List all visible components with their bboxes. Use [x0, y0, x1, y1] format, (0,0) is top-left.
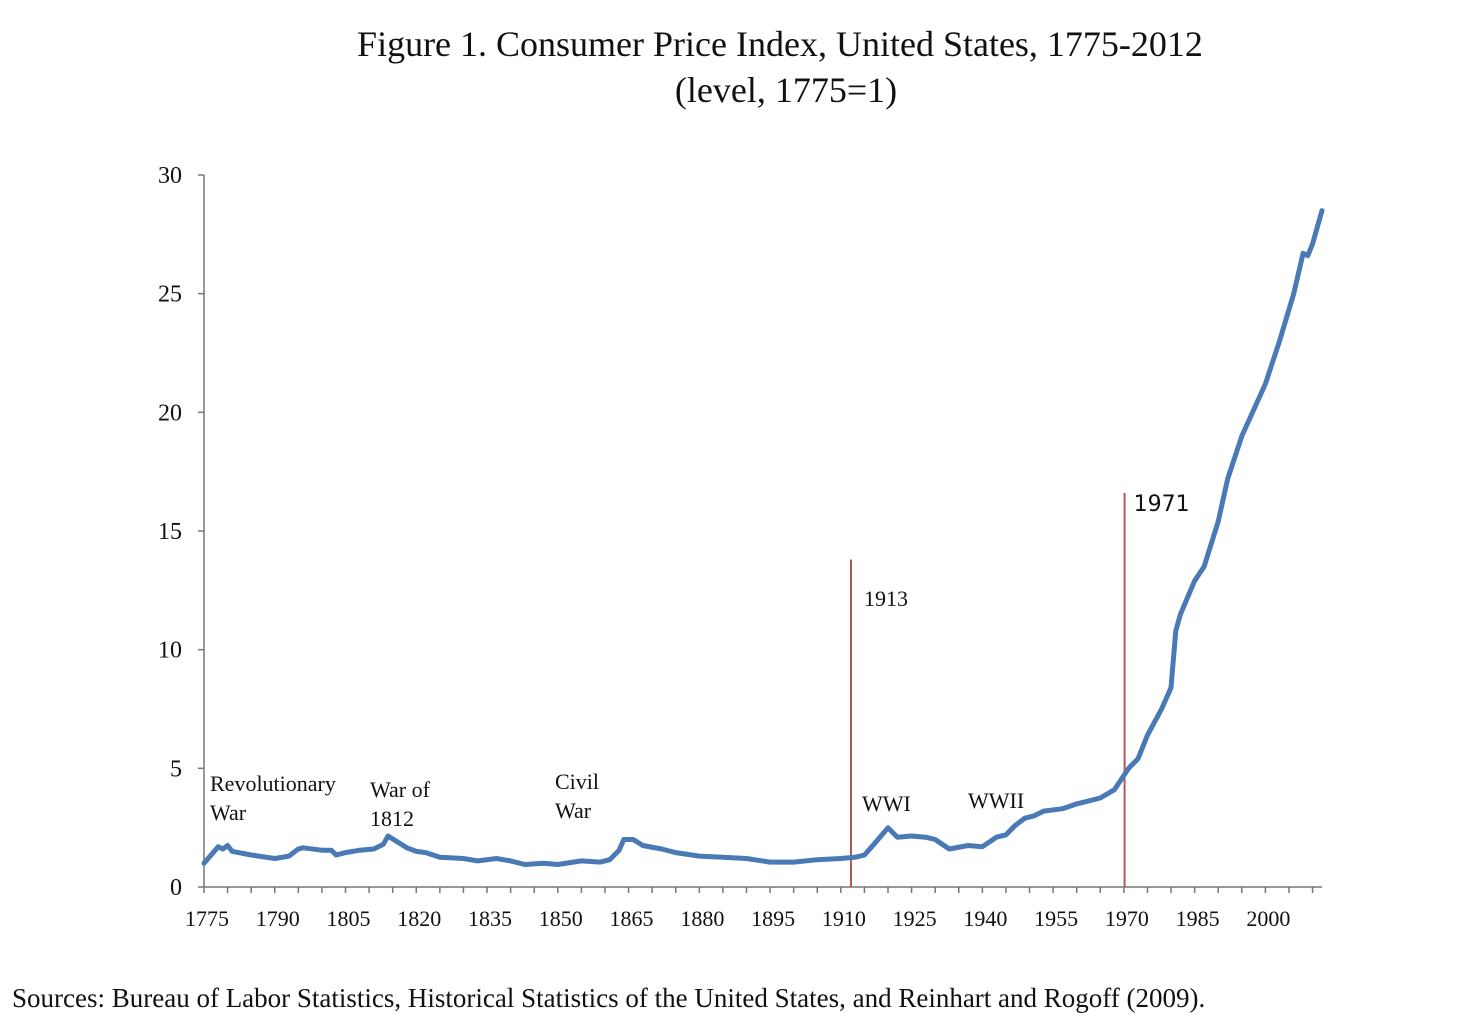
vertical-markers: 1913 1971 — [849, 492, 1190, 887]
x-tick-label: 1820 — [397, 906, 441, 931]
annotations: Revolutionary War War of 1812 Civil War WWI… — [210, 769, 1024, 831]
marker-label-1913: 1913 — [864, 586, 908, 611]
axes: 0 5 10 15 20 25 30 1775 1790 1805 1820 1835 1850 1865… — [158, 163, 1322, 931]
chart-source: Sources: Bureau of Labor Statistics, His… — [12, 983, 1205, 1013]
annotation-revolutionary-war: Revolutionary War — [210, 771, 336, 825]
x-tick-label: 1775 — [185, 906, 229, 931]
y-tick-label: 10 — [158, 638, 182, 664]
x-tick-label: 1850 — [539, 906, 583, 931]
x-tick-label: 1895 — [751, 906, 795, 931]
annotation-wwi: WWI — [862, 791, 911, 816]
y-tick-label: 5 — [170, 756, 182, 782]
x-tick-label: 1940 — [963, 906, 1007, 931]
chart-title: Figure 1. Consumer Price Index, United S… — [357, 24, 1203, 64]
x-tick-label: 1910 — [822, 906, 866, 931]
x-tick-label: 1985 — [1176, 906, 1220, 931]
annotation-civil-war: Civil War — [555, 769, 599, 823]
x-tick-label: 2000 — [1246, 906, 1290, 931]
x-tick-label: 1925 — [893, 906, 937, 931]
x-tick-label: 1865 — [610, 906, 654, 931]
x-tick-label: 1880 — [680, 906, 724, 931]
annotation-wwii: WWII — [968, 788, 1024, 813]
x-tick-label: 1955 — [1034, 906, 1078, 931]
x-tick-label: 1970 — [1105, 906, 1149, 931]
x-tick-label: 1805 — [327, 906, 371, 931]
cpi-series-line — [201, 208, 1325, 867]
x-tick-label: 1790 — [256, 906, 300, 931]
x-tick-label: 1835 — [468, 906, 512, 931]
marker-label-1971: 1971 — [1134, 492, 1190, 517]
y-tick-label: 30 — [158, 163, 182, 189]
chart-subtitle: (level, 1775=1) — [675, 70, 897, 110]
y-tick-label: 20 — [158, 400, 182, 426]
annotation-war-of-1812: War of 1812 — [370, 777, 431, 831]
y-tick-label: 0 — [170, 875, 182, 901]
y-tick-label: 15 — [158, 519, 182, 545]
y-tick-label: 25 — [158, 282, 182, 308]
